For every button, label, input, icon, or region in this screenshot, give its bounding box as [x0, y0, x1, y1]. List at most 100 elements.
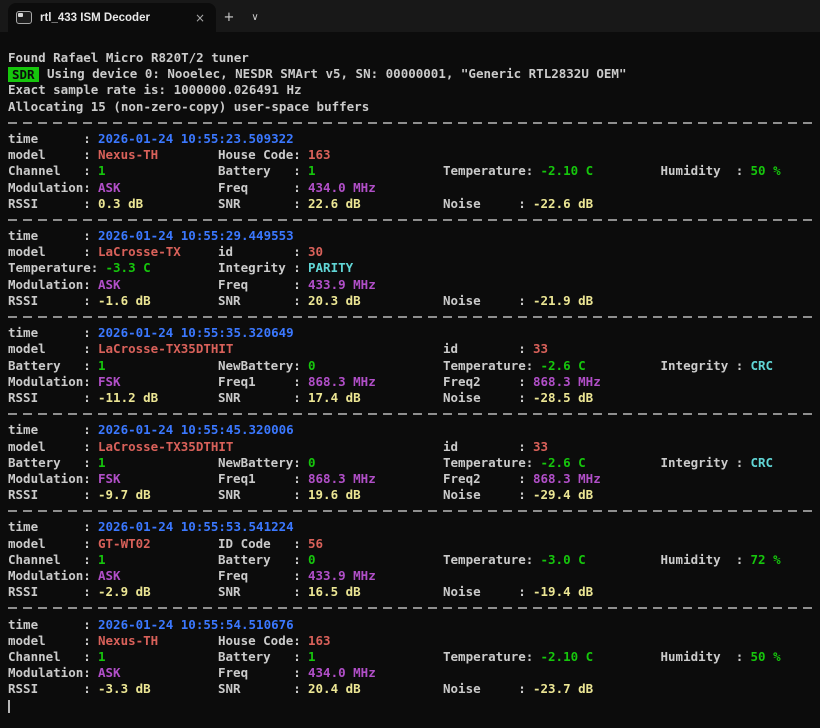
field-value: GT-WT02 — [98, 535, 151, 551]
field-value: ASK — [98, 568, 121, 583]
dashed-separator — [8, 316, 814, 318]
field-label: ID Code : — [218, 535, 301, 551]
dashed-separator — [8, 413, 814, 416]
field-label: time : — [8, 616, 91, 632]
field-label: NewBattery: — [218, 454, 301, 470]
field-label: Freq : — [218, 179, 301, 195]
record-line: Modulation: FSK Freq1 : 868.3 MHz Freq2 : 868… — [0, 471, 820, 487]
record-separator — [0, 115, 820, 131]
terminal-icon — [16, 11, 32, 24]
record-line: model : LaCrosse-TX35DTHIT id : 33 — [0, 341, 820, 357]
tab-title: rtl_433 ISM Decoder — [40, 11, 150, 24]
record-separator — [0, 212, 820, 228]
field-value: 433.9 MHz — [308, 568, 376, 583]
record-line: model : LaCrosse-TX id : 30 — [0, 244, 820, 260]
field-label: Temperature: — [8, 260, 99, 276]
field-value: -2.6 C — [540, 454, 586, 470]
field-label: Battery : — [218, 648, 301, 664]
field-value: -1.6 dB — [98, 292, 151, 308]
record-line: time : 2026-01-24 10:55:35.320649 — [0, 325, 820, 341]
record-line: Modulation: ASK Freq : 434.0 MHz — [0, 180, 820, 196]
field-label: Temperature: — [443, 163, 534, 179]
field-value: 0 — [308, 454, 316, 470]
record-line: RSSI : -11.2 dB SNR : 17.4 dB Noise : -28.5 d… — [0, 390, 820, 406]
record-line: model : Nexus-TH House Code: 163 — [0, 147, 820, 163]
field-value: 20.3 dB — [308, 292, 361, 308]
field-label: Modulation: — [8, 470, 91, 486]
field-value: 2026-01-24 10:55:29.449553 — [98, 228, 294, 244]
field-label: time : — [8, 519, 91, 535]
record-line: RSSI : 0.3 dB SNR : 22.6 dB Noise : -22.6 dB — [0, 196, 820, 212]
record-line: Temperature: -3.3 C Integrity : PARITY — [0, 260, 820, 276]
tab-rtl433-decoder[interactable]: rtl_433 ISM Decoder × — [8, 3, 216, 32]
header-text: Exact sample rate is: 1000000.026491 Hz — [8, 82, 302, 98]
field-label: time : — [8, 422, 91, 438]
field-label: id : — [218, 244, 301, 260]
terminal-screen[interactable]: Found Rafael Micro R820T/2 tuner SDR Using… — [0, 32, 820, 728]
field-value: 868.3 MHz — [533, 373, 601, 389]
terminal-header-line: Found Rafael Micro R820T/2 tuner — [0, 50, 820, 66]
field-label: Battery : — [218, 551, 301, 567]
field-value: Nexus-TH — [98, 147, 159, 163]
record-line: model : GT-WT02 ID Code : 56 — [0, 536, 820, 552]
field-value: -28.5 dB — [533, 389, 594, 405]
terminal-cursor — [8, 699, 10, 713]
record-line: Battery : 1 NewBattery: 0 Temperature: -2.6 C… — [0, 455, 820, 471]
field-value: -2.10 C — [540, 163, 594, 179]
field-label: Temperature: — [443, 648, 534, 664]
field-value: 2026-01-24 10:55:23.509322 — [98, 130, 294, 146]
field-value: 2026-01-24 10:55:53.541224 — [98, 519, 294, 535]
field-label: Freq1 : — [218, 470, 301, 486]
field-value: 20.4 dB — [308, 681, 361, 697]
field-value: 1 — [308, 648, 316, 664]
record-line: Modulation: FSK Freq1 : 868.3 MHz Freq2 : 868… — [0, 374, 820, 390]
field-value: -21.9 dB — [533, 292, 594, 308]
terminal-header-line: SDR Using device 0: Nooelec, NESDR SMArt … — [0, 66, 820, 83]
field-label: model : — [8, 147, 91, 163]
field-label: RSSI : — [8, 681, 91, 697]
field-value: -11.2 dB — [98, 389, 159, 405]
field-label: time : — [8, 130, 91, 146]
field-value: 1 — [98, 163, 106, 179]
field-label: Temperature: — [443, 357, 534, 373]
field-value: LaCrosse-TX35DTHIT — [98, 341, 234, 357]
field-value: -3.0 C — [540, 551, 586, 567]
field-label: Battery : — [8, 454, 91, 470]
field-value: -3.3 C — [105, 260, 151, 276]
field-label: SNR : — [218, 681, 301, 697]
field-label: Freq1 : — [218, 373, 301, 389]
tab-close-icon[interactable]: × — [194, 10, 205, 25]
record-line: RSSI : -2.9 dB SNR : 16.5 dB Noise : -19.4 dB — [0, 584, 820, 600]
field-value: 1 — [98, 357, 106, 373]
dashed-separator — [8, 121, 814, 124]
record-line: time : 2026-01-24 10:55:53.541224 — [0, 519, 820, 535]
field-label: House Code: — [218, 147, 301, 163]
field-label: id : — [443, 438, 526, 454]
field-value: 72 % — [750, 551, 781, 567]
field-value: 17.4 dB — [308, 389, 361, 405]
field-value: Nexus-TH — [98, 632, 159, 648]
field-label: Freq : — [218, 276, 301, 292]
field-label: SNR : — [218, 487, 301, 503]
new-tab-button[interactable]: + — [223, 10, 235, 25]
record-line: model : LaCrosse-TX35DTHIT id : 33 — [0, 439, 820, 455]
field-value: 50 % — [750, 163, 781, 179]
field-value: 868.3 MHz — [533, 470, 601, 486]
field-value: 1 — [98, 454, 106, 470]
field-value: -2.10 C — [540, 648, 594, 664]
field-value: -2.9 dB — [98, 584, 151, 600]
field-label: Temperature: — [443, 551, 534, 567]
record-line: Channel : 1 Battery : 0 Temperature: -3.0 C Hu… — [0, 552, 820, 568]
field-value: LaCrosse-TX35DTHIT — [98, 438, 234, 454]
field-label: Freq2 : — [443, 373, 526, 389]
field-label: Temperature: — [443, 454, 534, 470]
field-label: id : — [443, 341, 526, 357]
field-label: Humidity : — [660, 163, 744, 179]
field-value: -29.4 dB — [533, 487, 594, 503]
field-value: -23.7 dB — [533, 681, 594, 697]
field-label: Noise : — [443, 681, 526, 697]
tab-dropdown-icon[interactable]: ∨ — [251, 12, 259, 23]
field-value: ASK — [98, 276, 121, 292]
field-value: PARITY — [308, 260, 354, 276]
field-value: 1 — [98, 648, 106, 664]
